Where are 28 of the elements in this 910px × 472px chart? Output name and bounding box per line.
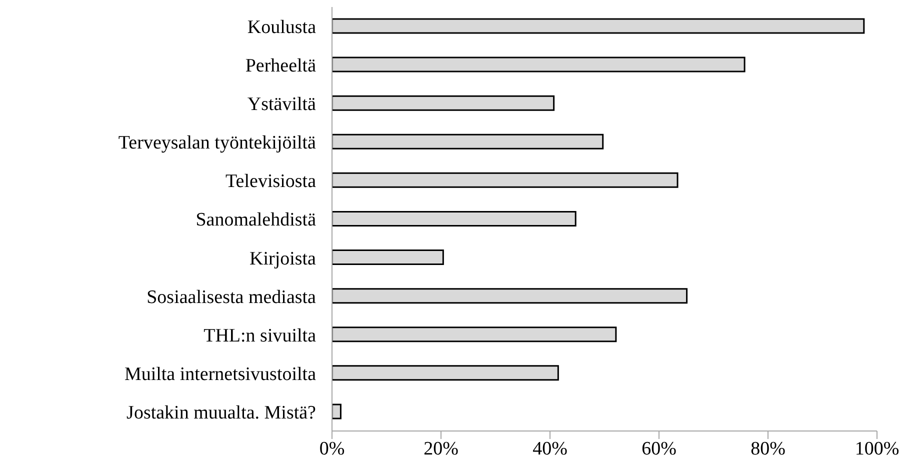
y-tick-label: THL:n sivuilta <box>204 325 317 346</box>
bar <box>332 326 617 342</box>
y-tick-label: Perheeltä <box>245 56 317 77</box>
bar <box>332 134 604 150</box>
bar <box>332 95 555 111</box>
y-tick-label: Sanomalehdistä <box>196 210 317 231</box>
y-tick-label: Sosiaalisesta mediasta <box>146 286 317 308</box>
bar <box>332 250 444 266</box>
bar <box>332 365 559 381</box>
bar <box>332 288 688 304</box>
x-tick-label: 40% <box>532 438 568 460</box>
x-tick-label: 100% <box>854 438 900 460</box>
x-tick-label: 60% <box>642 438 677 460</box>
x-tick-label: 20% <box>424 438 459 460</box>
y-tick-label: Televisiosta <box>226 171 317 192</box>
bar <box>332 404 342 420</box>
x-tick-label: 80% <box>750 438 786 460</box>
y-tick-label: Koulusta <box>247 17 317 38</box>
y-tick-label: Kirjoista <box>250 248 317 270</box>
bar <box>332 18 865 34</box>
y-tick-label: Muilta internetsivustoilta <box>124 364 317 385</box>
bar <box>332 172 678 188</box>
bar <box>332 210 576 226</box>
x-tick-label: 0% <box>319 438 345 460</box>
y-tick-label: Ystäviltä <box>247 94 317 116</box>
y-tick-label: Terveysalan työntekijöiltä <box>118 132 317 154</box>
y-tick-label: Jostakin muualta. Mistä? <box>126 402 316 424</box>
bar <box>332 56 746 72</box>
